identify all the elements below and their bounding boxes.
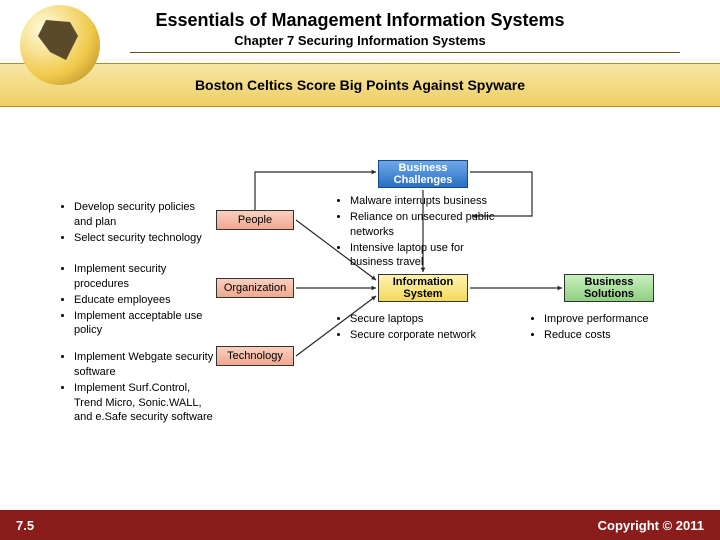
bullet-item: Implement Webgate security software — [74, 350, 220, 380]
slide-footer: 7.5 Copyright © 2011 — [0, 510, 720, 540]
bullet-item: Secure laptops — [350, 312, 496, 327]
bullet-item: Implement Surf.Control, Trend Micro, Son… — [74, 381, 220, 426]
bullet-item: Reduce costs — [544, 328, 690, 343]
band-text: Boston Celtics Score Big Points Against … — [195, 77, 525, 93]
arrow-head-0 — [372, 170, 376, 175]
box-infosys: Information System — [378, 274, 468, 302]
bullet-item: Implement security procedures — [74, 262, 210, 292]
arrow-head-6 — [558, 286, 562, 291]
bullet-item: Intensive laptop use for business travel — [350, 241, 506, 271]
globe-graphic — [10, 0, 120, 90]
box-organization: Organization — [216, 278, 294, 298]
bullets-solutions_b: Improve performanceReduce costs — [530, 312, 690, 344]
diagram-area: Business Challenges People Organization Tec… — [0, 150, 720, 500]
bullet-item: Implement acceptable use policy — [74, 309, 210, 339]
page-number: 7.5 — [16, 518, 34, 533]
bullets-infosys_b: Secure laptopsSecure corporate network — [336, 312, 496, 344]
arrow-head-4 — [371, 296, 376, 301]
bullet-item: Malware interrupts business — [350, 194, 506, 209]
box-solutions: Business Solutions — [564, 274, 654, 302]
bullet-item: Secure corporate network — [350, 328, 496, 343]
bullets-challenges_b: Malware interrupts businessReliance on u… — [336, 194, 506, 271]
bullet-item: Improve performance — [544, 312, 690, 327]
bullet-item: Develop security policies and plan — [74, 200, 210, 230]
box-people: People — [216, 210, 294, 230]
bullet-item: Select security technology — [74, 231, 210, 246]
box-technology: Technology — [216, 346, 294, 366]
slide-header: Essentials of Management Information Sys… — [0, 0, 720, 100]
bullets-org: Implement security proceduresEducate emp… — [60, 262, 210, 339]
header-rule — [130, 52, 680, 53]
bullet-item: Educate employees — [74, 293, 210, 308]
copyright-text: Copyright © 2011 — [598, 518, 704, 533]
arrow-head-2 — [371, 275, 376, 280]
bullets-people_org: Develop security policies and planSelect… — [60, 200, 210, 247]
arrow-head-3 — [372, 286, 376, 291]
box-challenges: Business Challenges — [378, 160, 468, 188]
bullets-tech: Implement Webgate security softwareImple… — [60, 350, 220, 426]
bullet-item: Reliance on unsecured public networks — [350, 210, 506, 240]
